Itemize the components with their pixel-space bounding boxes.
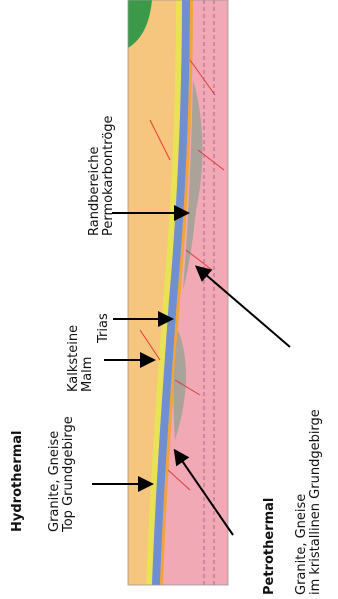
label-kalk-malm: Kalksteine Malm	[66, 324, 95, 392]
label-kalk-line1: Kalksteine	[66, 324, 81, 392]
arrow-kristallin	[194, 265, 291, 348]
label-petro-line2: im kristallinen Grundgebirge	[307, 409, 323, 595]
label-randbereiche: Randbereiche Permokarbontröge	[87, 115, 116, 236]
label-hydro-rock: Granite, Gneise Top Grundgebirge	[47, 416, 76, 532]
sediment-upper-layer	[128, 0, 176, 585]
arrow-petrothermal	[173, 448, 234, 536]
green-top-layer	[128, 0, 152, 48]
label-rand-line2: Permokarbontröge	[100, 115, 116, 236]
permokarbon-trough	[173, 330, 186, 440]
malm-layer	[152, 0, 190, 585]
label-kalk-line2: Malm	[79, 356, 95, 392]
trias-layer	[160, 0, 193, 585]
label-hydrothermal: Hydrothermal	[10, 430, 25, 532]
yellow-layer	[146, 0, 182, 585]
section-panel	[127, 0, 229, 586]
label-trias: Trias	[96, 313, 111, 343]
label-petrothermal: Petrothermal	[262, 497, 277, 595]
label-rand-line1: Randbereiche	[87, 146, 102, 236]
label-petro-rock: Granite, Gneise im kristallinen Grundgeb…	[294, 409, 323, 595]
label-petro-line1: Granite, Gneise	[294, 493, 309, 595]
permokarbon-trough	[183, 80, 203, 290]
arrows	[92, 205, 291, 536]
label-hydro-line1: Granite, Gneise	[47, 430, 62, 532]
label-hydro-line2: Top Grundgebirge	[60, 416, 76, 532]
